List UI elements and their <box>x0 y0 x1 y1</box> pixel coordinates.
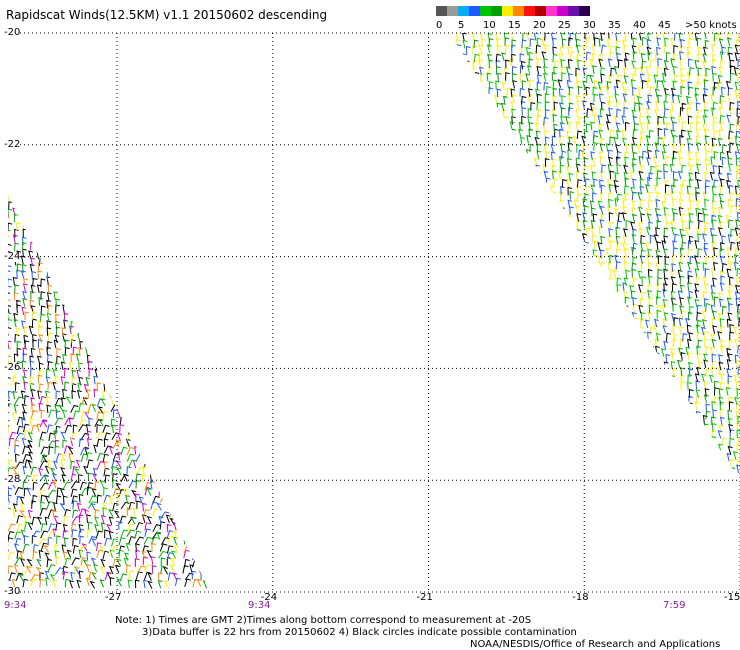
longitude-label: -27 <box>105 592 122 603</box>
legend-swatch <box>513 6 524 16</box>
wind-barbs <box>8 195 211 581</box>
lat-lon-grid <box>8 32 740 593</box>
wind-swaths <box>8 33 740 589</box>
legend-swatch <box>546 6 557 16</box>
wind-speed-legend: 0 5 10 15 20 25 30 35 40 45 >50 knots <box>436 6 740 34</box>
latitude-label: -28 <box>4 474 21 486</box>
legend-label: 10 <box>483 20 496 31</box>
legend-swatch <box>469 6 480 16</box>
latitude-label: -30 <box>4 586 21 597</box>
wind-barbs <box>8 195 211 588</box>
wind-barbs <box>8 195 211 589</box>
latitude-label: -22 <box>4 138 21 150</box>
legend-swatch <box>436 6 447 16</box>
legend-label: 5 <box>458 20 465 31</box>
longitude-label: -24 <box>260 592 278 603</box>
map-title: Rapidscat Winds(12.5KM) v1.1 20150602 de… <box>6 8 328 22</box>
legend-swatch <box>458 6 469 16</box>
legend-label: 15 <box>508 20 521 31</box>
longitude-label: -15 <box>724 592 740 603</box>
legend-label: 45 <box>658 20 671 31</box>
latitude-label: -20 <box>4 27 21 38</box>
note-line-1: Note: 1) Times are GMT 2)Times along bot… <box>115 615 532 626</box>
legend-label: 40 <box>633 20 646 31</box>
legend-swatch <box>502 6 513 16</box>
legend-swatch <box>491 6 502 16</box>
latitude-label: -24 <box>4 250 21 262</box>
legend-swatch <box>524 6 535 16</box>
wind-barbs <box>8 195 211 589</box>
longitude-label: -18 <box>572 592 589 603</box>
wind-swath-right <box>449 33 740 476</box>
latitude-label: -26 <box>4 362 21 374</box>
credit-line: NOAA/NESDIS/Office of Research and Appli… <box>470 639 721 650</box>
wind-barbs <box>8 195 211 589</box>
legend-swatch <box>480 6 491 16</box>
legend-swatch <box>568 6 579 16</box>
time-label-right: 7:59 <box>663 600 686 611</box>
legend-label: 20 <box>533 20 546 31</box>
note-line-2: 3)Data buffer is 22 hrs from 20150602 4)… <box>142 627 577 638</box>
notes: Note: 1) Times are GMT 2)Times along bot… <box>115 615 577 639</box>
legend-label: 30 <box>583 20 596 31</box>
legend-swatch <box>447 6 458 16</box>
legend-swatch <box>535 6 546 16</box>
legend-label: >50 knots <box>685 20 737 31</box>
legend-swatch <box>557 6 568 16</box>
time-label-middle: 9:34 <box>248 600 271 611</box>
legend-swatch <box>579 6 590 16</box>
wind-swath-left <box>8 195 211 589</box>
legend-label: 35 <box>608 20 621 31</box>
legend-label: 25 <box>558 20 571 31</box>
legend-label: 0 <box>436 20 443 31</box>
longitude-label: -21 <box>416 592 433 603</box>
time-label-left: 9:34 <box>4 600 27 611</box>
